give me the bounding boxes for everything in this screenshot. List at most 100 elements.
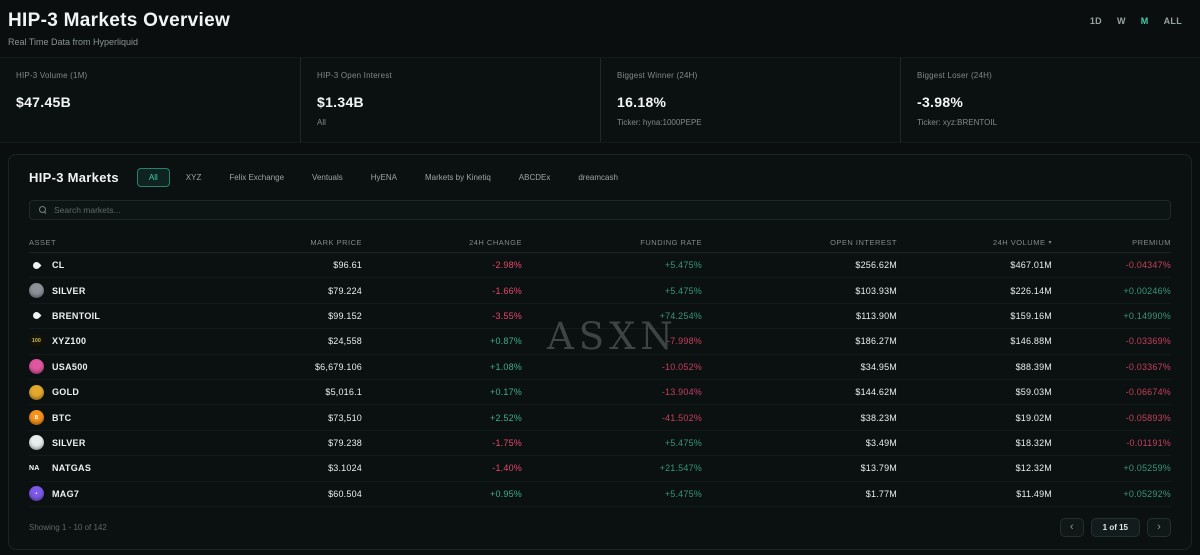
change-cell: -3.55% (492, 310, 522, 321)
table-header-row: ASSET MARK PRICE 24H CHANGE FUNDING RATE OPE… (29, 232, 1171, 253)
asset-name: CL (52, 260, 65, 271)
volume-cell: $146.88M (1010, 336, 1052, 347)
tab-dreamcash[interactable]: dreamcash (578, 173, 618, 182)
column-header-funding-rate[interactable]: FUNDING RATE (522, 238, 702, 247)
stat-card-1: HIP-3 Volume (1M) $47.45B (0, 58, 300, 142)
page-subtitle: Real Time Data from Hyperliquid (8, 37, 139, 47)
funding-cell: -7.998% (667, 336, 702, 347)
column-header-open-interest[interactable]: OPEN INTEREST (702, 238, 897, 247)
page-header: HIP-3 Markets Overview Real Time Data fr… (0, 0, 1200, 57)
stat-sub: All (317, 118, 326, 127)
volume-cell: $88.39M (1015, 361, 1052, 372)
oi-cell: $256.62M (855, 260, 897, 271)
asset-name: SILVER (52, 437, 86, 448)
column-header-mark-price[interactable]: MARK PRICE (234, 238, 362, 247)
tab-markets-by-kinetiq[interactable]: Markets by Kinetiq (424, 173, 491, 182)
asset-cell: CL (29, 258, 234, 273)
premium-cell: -0.06674% (1125, 387, 1171, 398)
volume-cell: $18.32M (1015, 437, 1052, 448)
oi-cell: $34.95M (860, 361, 897, 372)
change-cell: -1.75% (492, 437, 522, 448)
prev-page-button[interactable]: ‹ (1059, 517, 1084, 537)
cl-icon (31, 260, 42, 271)
change-cell: -2.98% (492, 260, 522, 271)
page-title: HIP-3 Markets Overview (8, 10, 231, 31)
asset-cell: NA NATGAS (29, 463, 234, 473)
tab-abcdex[interactable]: ABCDEx (518, 173, 551, 182)
funding-cell: -41.502% (661, 412, 702, 423)
tab-xyz[interactable]: XYZ (185, 173, 202, 182)
stat-label: Biggest Loser (24H) (917, 71, 992, 80)
volume-cell: $59.03M (1015, 387, 1052, 398)
mark-cell: $96.61 (333, 260, 362, 271)
funding-cell: +5.475% (664, 285, 702, 296)
market-row-silver-7[interactable]: SILVER $79.238 -1.75% +5.475% $3.49M $18.32M -… (29, 431, 1171, 457)
change-cell: +1.08% (490, 361, 522, 372)
oi-cell: $3.49M (865, 437, 897, 448)
silver-icon (29, 283, 44, 299)
stat-value: $47.45B (16, 94, 72, 110)
stat-value: -3.98% (917, 94, 964, 110)
asset-name: GOLD (52, 387, 80, 398)
market-row-btc-6[interactable]: B BTC $73,510 +2.52% -41.502% $38.23M $19.02M -… (29, 405, 1171, 431)
tab-ventuals[interactable]: Ventuals (312, 173, 343, 182)
asset-name: BTC (52, 412, 72, 423)
search-input[interactable] (54, 205, 1161, 215)
market-row-cl-0[interactable]: CL $96.61 -2.98% +5.475% $256.62M $467.01M -0.… (29, 253, 1171, 279)
column-header-asset[interactable]: ASSET (29, 238, 234, 247)
market-row-brentoil-2[interactable]: BRENTOIL $99.152 -3.55% +74.254% $113.90M $15… (29, 304, 1171, 330)
market-row-usa500-4[interactable]: USA500 $6,679.106 +1.08% -10.052% $34.95M $88… (29, 355, 1171, 380)
asset-name: NATGAS (52, 463, 92, 474)
change-cell: -1.66% (492, 285, 522, 296)
pagination: ‹ 1 of 15 › (1059, 517, 1171, 537)
column-header-24h-change[interactable]: 24H CHANGE (362, 238, 522, 247)
silver-icon (29, 435, 44, 451)
stat-card-3: Biggest Winner (24H) 16.18% Ticker: hyna:1… (600, 58, 900, 142)
market-row-gold-5[interactable]: GOLD $5,016.1 +0.17% -13.904% $144.62M $59.03… (29, 380, 1171, 406)
asset-name: USA500 (52, 361, 88, 372)
sort-desc-icon: ▾ (1048, 239, 1052, 246)
premium-cell: -0.03369% (1125, 336, 1171, 347)
market-row-natgas-8[interactable]: NA NATGAS $3.1024 -1.40% +21.547% $13.79M $12.… (29, 456, 1171, 482)
premium-cell: -0.04347% (1125, 260, 1171, 271)
funding-cell: +5.475% (664, 488, 702, 499)
tab-all[interactable]: All (136, 168, 170, 187)
tab-hyena[interactable]: HyENA (370, 173, 397, 182)
stat-card-4: Biggest Loser (24H) -3.98% Ticker: xyz:BRE… (900, 58, 1200, 142)
search-bar[interactable] (29, 200, 1171, 220)
timeframe-w[interactable]: W (1116, 16, 1126, 26)
volume-cell: $12.32M (1015, 463, 1052, 474)
next-page-button[interactable]: › (1147, 517, 1171, 537)
stat-sub: Ticker: hyna:1000PEPE (617, 118, 702, 127)
stat-label: HIP-3 Volume (1M) (16, 71, 88, 80)
premium-cell: -0.01191% (1126, 437, 1171, 448)
timeframe-all[interactable]: ALL (1163, 16, 1182, 26)
market-row-silver-1[interactable]: SILVER $79.224 -1.66% +5.475% $103.93M $226.1… (29, 278, 1171, 304)
stat-sub: Ticker: xyz:BRENTOIL (917, 118, 998, 127)
mark-cell: $60.504 (328, 488, 362, 499)
premium-cell: +0.00246% (1123, 285, 1171, 296)
oi-cell: $13.79M (860, 463, 897, 474)
mark-cell: $79.224 (328, 285, 362, 296)
change-cell: +0.95% (490, 488, 522, 499)
market-row-mag7-9[interactable]: • MAG7 $60.504 +0.95% +5.475% $1.77M $11.49M +0… (29, 482, 1171, 507)
column-header-premium[interactable]: PREMIUM (1052, 238, 1171, 247)
mag7-icon: • (29, 486, 44, 502)
volume-cell: $159.16M (1010, 310, 1052, 321)
tab-felix-exchange[interactable]: Felix Exchange (229, 173, 285, 182)
stat-label: HIP-3 Open Interest (317, 71, 392, 80)
timeframe-m[interactable]: M (1140, 16, 1149, 26)
market-row-xyz100-3[interactable]: 100 XYZ100 $24,558 +0.87% -7.998% $186.27M $14… (29, 329, 1171, 355)
oi-cell: $113.90M (856, 310, 897, 321)
mark-cell: $73,510 (328, 412, 362, 423)
column-label: PREMIUM (1132, 237, 1171, 247)
timeframe-1d[interactable]: 1D (1089, 16, 1102, 26)
column-header-24h-volume[interactable]: 24H VOLUME ▾ (897, 238, 1052, 247)
markets-heading: HIP-3 Markets (29, 170, 119, 185)
asset-cell: SILVER (29, 283, 234, 299)
change-cell: +0.87% (490, 336, 522, 347)
premium-cell: +0.14990% (1123, 310, 1171, 321)
asset-cell: GOLD (29, 384, 234, 400)
asset-name: MAG7 (52, 488, 80, 499)
oi-cell: $103.93M (855, 285, 897, 296)
